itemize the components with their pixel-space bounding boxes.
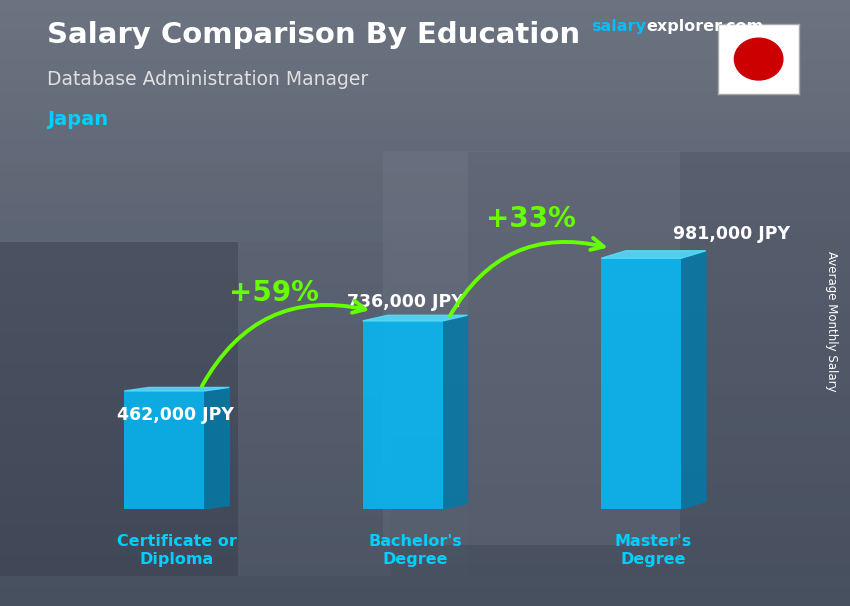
Polygon shape [363, 315, 468, 321]
Bar [0, 141, 850, 152]
Bar [0, 384, 850, 394]
Bar [0, 495, 850, 505]
Bar [0, 91, 850, 101]
Bar [468, 152, 850, 576]
Text: Japan: Japan [47, 110, 108, 129]
Bar [0, 20, 850, 30]
Bar [0, 333, 850, 344]
Bar [0, 171, 850, 182]
Bar [0, 556, 850, 565]
Bar [0, 414, 850, 424]
Polygon shape [443, 315, 468, 509]
Bar [0, 424, 850, 435]
Bar [0, 253, 850, 262]
Bar [0, 50, 850, 61]
Text: Certificate or
Diploma: Certificate or Diploma [116, 534, 236, 567]
Circle shape [734, 38, 783, 80]
Text: Master's
Degree: Master's Degree [615, 534, 692, 567]
Bar [0, 212, 850, 222]
Bar [238, 242, 391, 576]
Bar [0, 435, 850, 444]
Bar [0, 81, 850, 91]
Bar [0, 293, 850, 303]
Bar [0, 192, 850, 202]
Bar [0, 394, 850, 404]
Bar [0, 132, 850, 141]
Bar [0, 353, 850, 364]
Bar [0, 565, 850, 576]
Bar [0, 485, 850, 495]
Bar [0, 465, 850, 474]
Bar [0, 323, 850, 333]
Bar [0, 444, 850, 454]
Polygon shape [601, 251, 705, 258]
Text: explorer.com: explorer.com [646, 19, 763, 35]
Bar [0, 30, 850, 41]
Bar [0, 313, 850, 323]
Bar [382, 152, 680, 545]
Text: 462,000 JPY: 462,000 JPY [116, 406, 234, 424]
Bar [0, 374, 850, 384]
Text: Bachelor's
Degree: Bachelor's Degree [368, 534, 462, 567]
Bar [0, 586, 850, 596]
Bar [0, 404, 850, 414]
Bar [0, 71, 850, 81]
Bar [0, 41, 850, 50]
Bar [0, 596, 850, 606]
Bar [0, 111, 850, 121]
Bar [0, 576, 850, 586]
Bar [0, 10, 850, 20]
Text: Average Monthly Salary: Average Monthly Salary [824, 251, 838, 391]
Bar [0, 182, 850, 192]
Text: +59%: +59% [229, 279, 319, 307]
Text: Database Administration Manager: Database Administration Manager [47, 70, 368, 88]
Bar [0, 364, 850, 374]
Bar [0, 242, 850, 253]
Bar [124, 391, 204, 509]
Bar [0, 273, 850, 283]
Bar [0, 525, 850, 535]
Bar [0, 0, 850, 10]
Text: salary: salary [591, 19, 646, 35]
Bar [601, 258, 681, 509]
Text: +33%: +33% [486, 205, 576, 233]
Text: 736,000 JPY: 736,000 JPY [348, 293, 464, 311]
Text: 981,000 JPY: 981,000 JPY [673, 225, 790, 243]
Bar [0, 344, 850, 353]
Polygon shape [204, 387, 230, 509]
Bar [0, 242, 238, 576]
Bar [0, 262, 850, 273]
Bar [0, 303, 850, 313]
Bar [0, 101, 850, 111]
Bar [0, 202, 850, 212]
Bar [0, 162, 850, 171]
Bar [0, 61, 850, 71]
Bar [0, 152, 850, 162]
Polygon shape [124, 387, 230, 391]
Bar [0, 505, 850, 515]
Bar [0, 535, 850, 545]
Bar [0, 232, 850, 242]
Bar [0, 283, 850, 293]
Bar [363, 321, 443, 509]
Polygon shape [681, 251, 706, 509]
Bar [0, 474, 850, 485]
Bar [0, 515, 850, 525]
Text: Salary Comparison By Education: Salary Comparison By Education [47, 21, 580, 49]
Bar [0, 222, 850, 232]
Bar [0, 454, 850, 465]
Bar [0, 545, 850, 556]
Bar [0, 121, 850, 132]
